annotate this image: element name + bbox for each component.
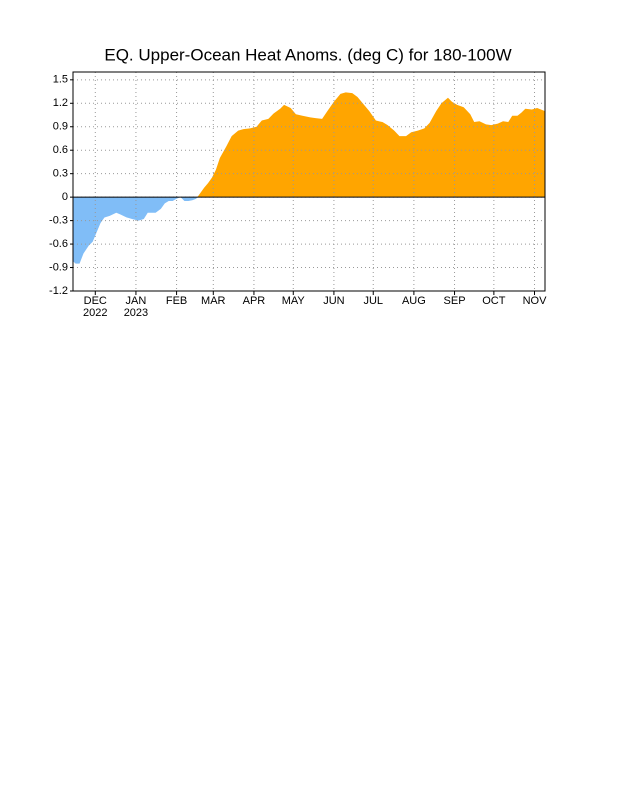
y-tick-label: -1.2 [49,285,68,297]
y-tick-label: -0.3 [49,215,68,227]
x-tick-label: NOV [523,295,548,307]
year-label: 2023 [124,307,148,319]
y-tick-label: 0.3 [53,168,68,180]
y-tick-label: 1.2 [53,97,68,109]
negative-area [73,197,545,264]
chart-title: EQ. Upper-Ocean Heat Anoms. (deg C) for … [104,45,511,64]
y-tick-label: -0.6 [49,238,68,250]
y-tick-label: 0 [62,191,68,203]
x-tick-label: OCT [482,295,506,307]
x-tick-label: APR [243,295,266,307]
x-tick-label: JAN [126,295,147,307]
x-tick-label: AUG [402,295,426,307]
x-tick-label: JUL [363,295,383,307]
y-tick-label: -0.9 [49,261,68,273]
y-tick-label: 0.9 [53,121,68,133]
y-tick-label: 1.5 [53,74,68,86]
x-tick-label: JUN [323,295,344,307]
x-tick-label: SEP [444,295,466,307]
x-tick-label: MAR [201,295,226,307]
plot-frame [72,71,546,292]
x-tick-label: DEC [84,295,107,307]
x-tick-label: FEB [166,295,187,307]
year-label: 2022 [83,307,107,319]
x-tick-label: MAY [282,295,306,307]
y-tick-label: 0.6 [53,144,68,156]
positive-area [197,92,545,198]
